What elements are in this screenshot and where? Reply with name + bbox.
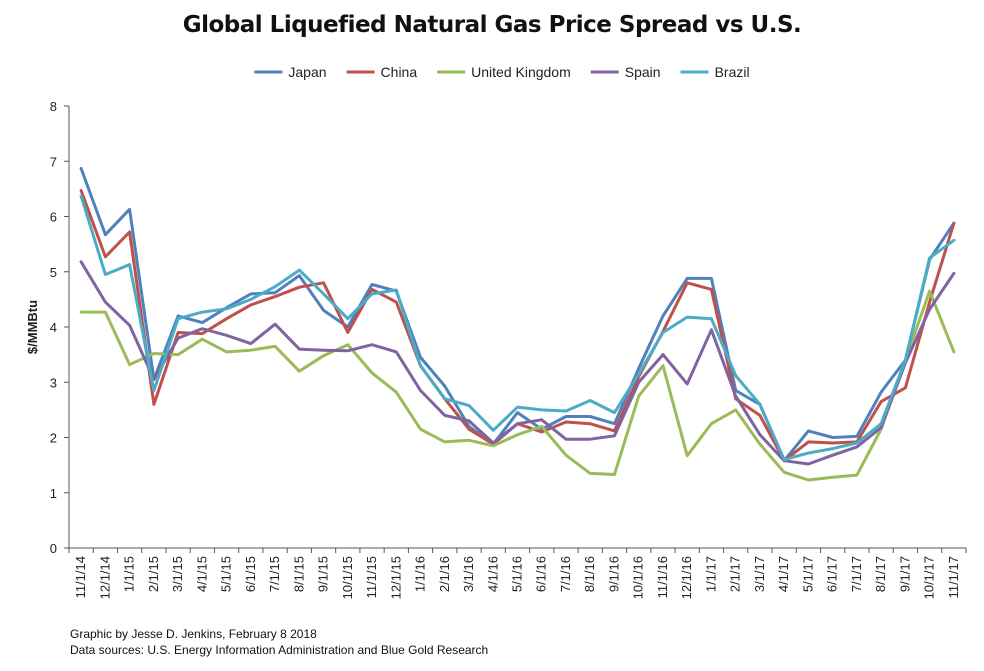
y-tick-label: 5 — [50, 265, 57, 280]
chart-title: Global Liquefied Natural Gas Price Sprea… — [182, 12, 802, 38]
legend-label-brazil: Brazil — [715, 64, 750, 80]
x-tick-label: 8/1/16 — [582, 556, 597, 592]
y-tick-label: 0 — [50, 541, 57, 556]
x-tick-label: 3/1/15 — [170, 556, 185, 592]
credit-sources: Data sources: U.S. Energy Information Ad… — [70, 643, 489, 657]
credit-author: Graphic by Jesse D. Jenkins, February 8 … — [70, 627, 317, 641]
x-tick-label: 12/1/14 — [97, 556, 112, 599]
x-tick-label: 9/1/16 — [606, 556, 621, 592]
series-line-china — [79, 189, 956, 463]
y-axis-title: $/MMBtu — [25, 300, 40, 354]
x-tick-label: 3/1/16 — [461, 556, 476, 592]
x-tick-label: 4/1/17 — [776, 556, 791, 592]
x-tick-label: 9/1/17 — [897, 556, 912, 592]
x-tick-label: 11/1/17 — [946, 556, 961, 598]
x-tick-label: 6/1/17 — [825, 556, 840, 592]
x-tick-label: 2/1/17 — [728, 556, 743, 592]
x-tick-label: 1/1/17 — [703, 556, 718, 592]
y-tick-label: 1 — [50, 486, 57, 501]
series-line-japan — [79, 166, 956, 463]
x-tick-label: 4/1/15 — [194, 556, 209, 592]
x-tick-label: 2/1/16 — [437, 556, 452, 592]
y-tick-label: 4 — [50, 320, 57, 335]
y-tick-label: 3 — [50, 375, 57, 390]
x-tick-label: 9/1/15 — [316, 556, 331, 592]
y-axis: 0 1 2 3 4 5 6 7 8 — [50, 99, 70, 556]
x-tick-label: 2/1/15 — [146, 556, 161, 592]
x-tick-label: 7/1/15 — [267, 556, 282, 592]
y-tick-label: 6 — [50, 210, 57, 225]
x-tick-label: 12/1/15 — [388, 556, 403, 599]
series-line-spain — [79, 260, 956, 466]
legend-label-united-kingdom: United Kingdom — [471, 64, 571, 80]
x-tick-label: 8/1/17 — [873, 556, 888, 592]
x-tick-label: 11/1/15 — [364, 556, 379, 598]
x-tick-label: 1/1/15 — [122, 556, 137, 592]
x-tick-label: 5/1/17 — [800, 556, 815, 592]
series-line-united-kingdom — [79, 289, 956, 482]
y-tick-label: 8 — [50, 99, 57, 114]
y-tick-label: 2 — [50, 431, 57, 446]
x-tick-label: 10/1/15 — [340, 556, 355, 599]
legend-label-japan: Japan — [288, 64, 326, 80]
x-tick-label: 7/1/17 — [849, 556, 864, 592]
x-tick-label: 3/1/17 — [752, 556, 767, 592]
x-tick-label: 11/1/16 — [655, 556, 670, 598]
x-tick-label: 10/1/16 — [631, 556, 646, 599]
x-tick-label: 7/1/16 — [558, 556, 573, 592]
x-tick-label: 5/1/16 — [510, 556, 525, 592]
x-tick-label: 4/1/16 — [485, 556, 500, 592]
legend-label-spain: Spain — [625, 64, 661, 80]
series-line-brazil — [79, 194, 956, 462]
legend: Japan China United Kingdom Spain Brazil — [254, 64, 750, 80]
x-tick-label: 8/1/15 — [291, 556, 306, 592]
x-tick-label: 12/1/16 — [679, 556, 694, 599]
series-layer — [79, 166, 956, 482]
x-tick-label: 10/1/17 — [922, 556, 937, 599]
x-tick-label: 1/1/16 — [413, 556, 428, 592]
x-tick-label: 6/1/15 — [243, 556, 258, 592]
legend-label-china: China — [381, 64, 418, 80]
x-tick-label: 5/1/15 — [219, 556, 234, 592]
y-tick-label: 7 — [50, 154, 57, 169]
x-tick-label: 11/1/14 — [73, 556, 88, 598]
x-tick-label: 6/1/16 — [534, 556, 549, 592]
x-axis: 11/1/14 12/1/14 1/1/15 2/1/15 3/1/15 4/1/15 5/… — [68, 547, 967, 599]
